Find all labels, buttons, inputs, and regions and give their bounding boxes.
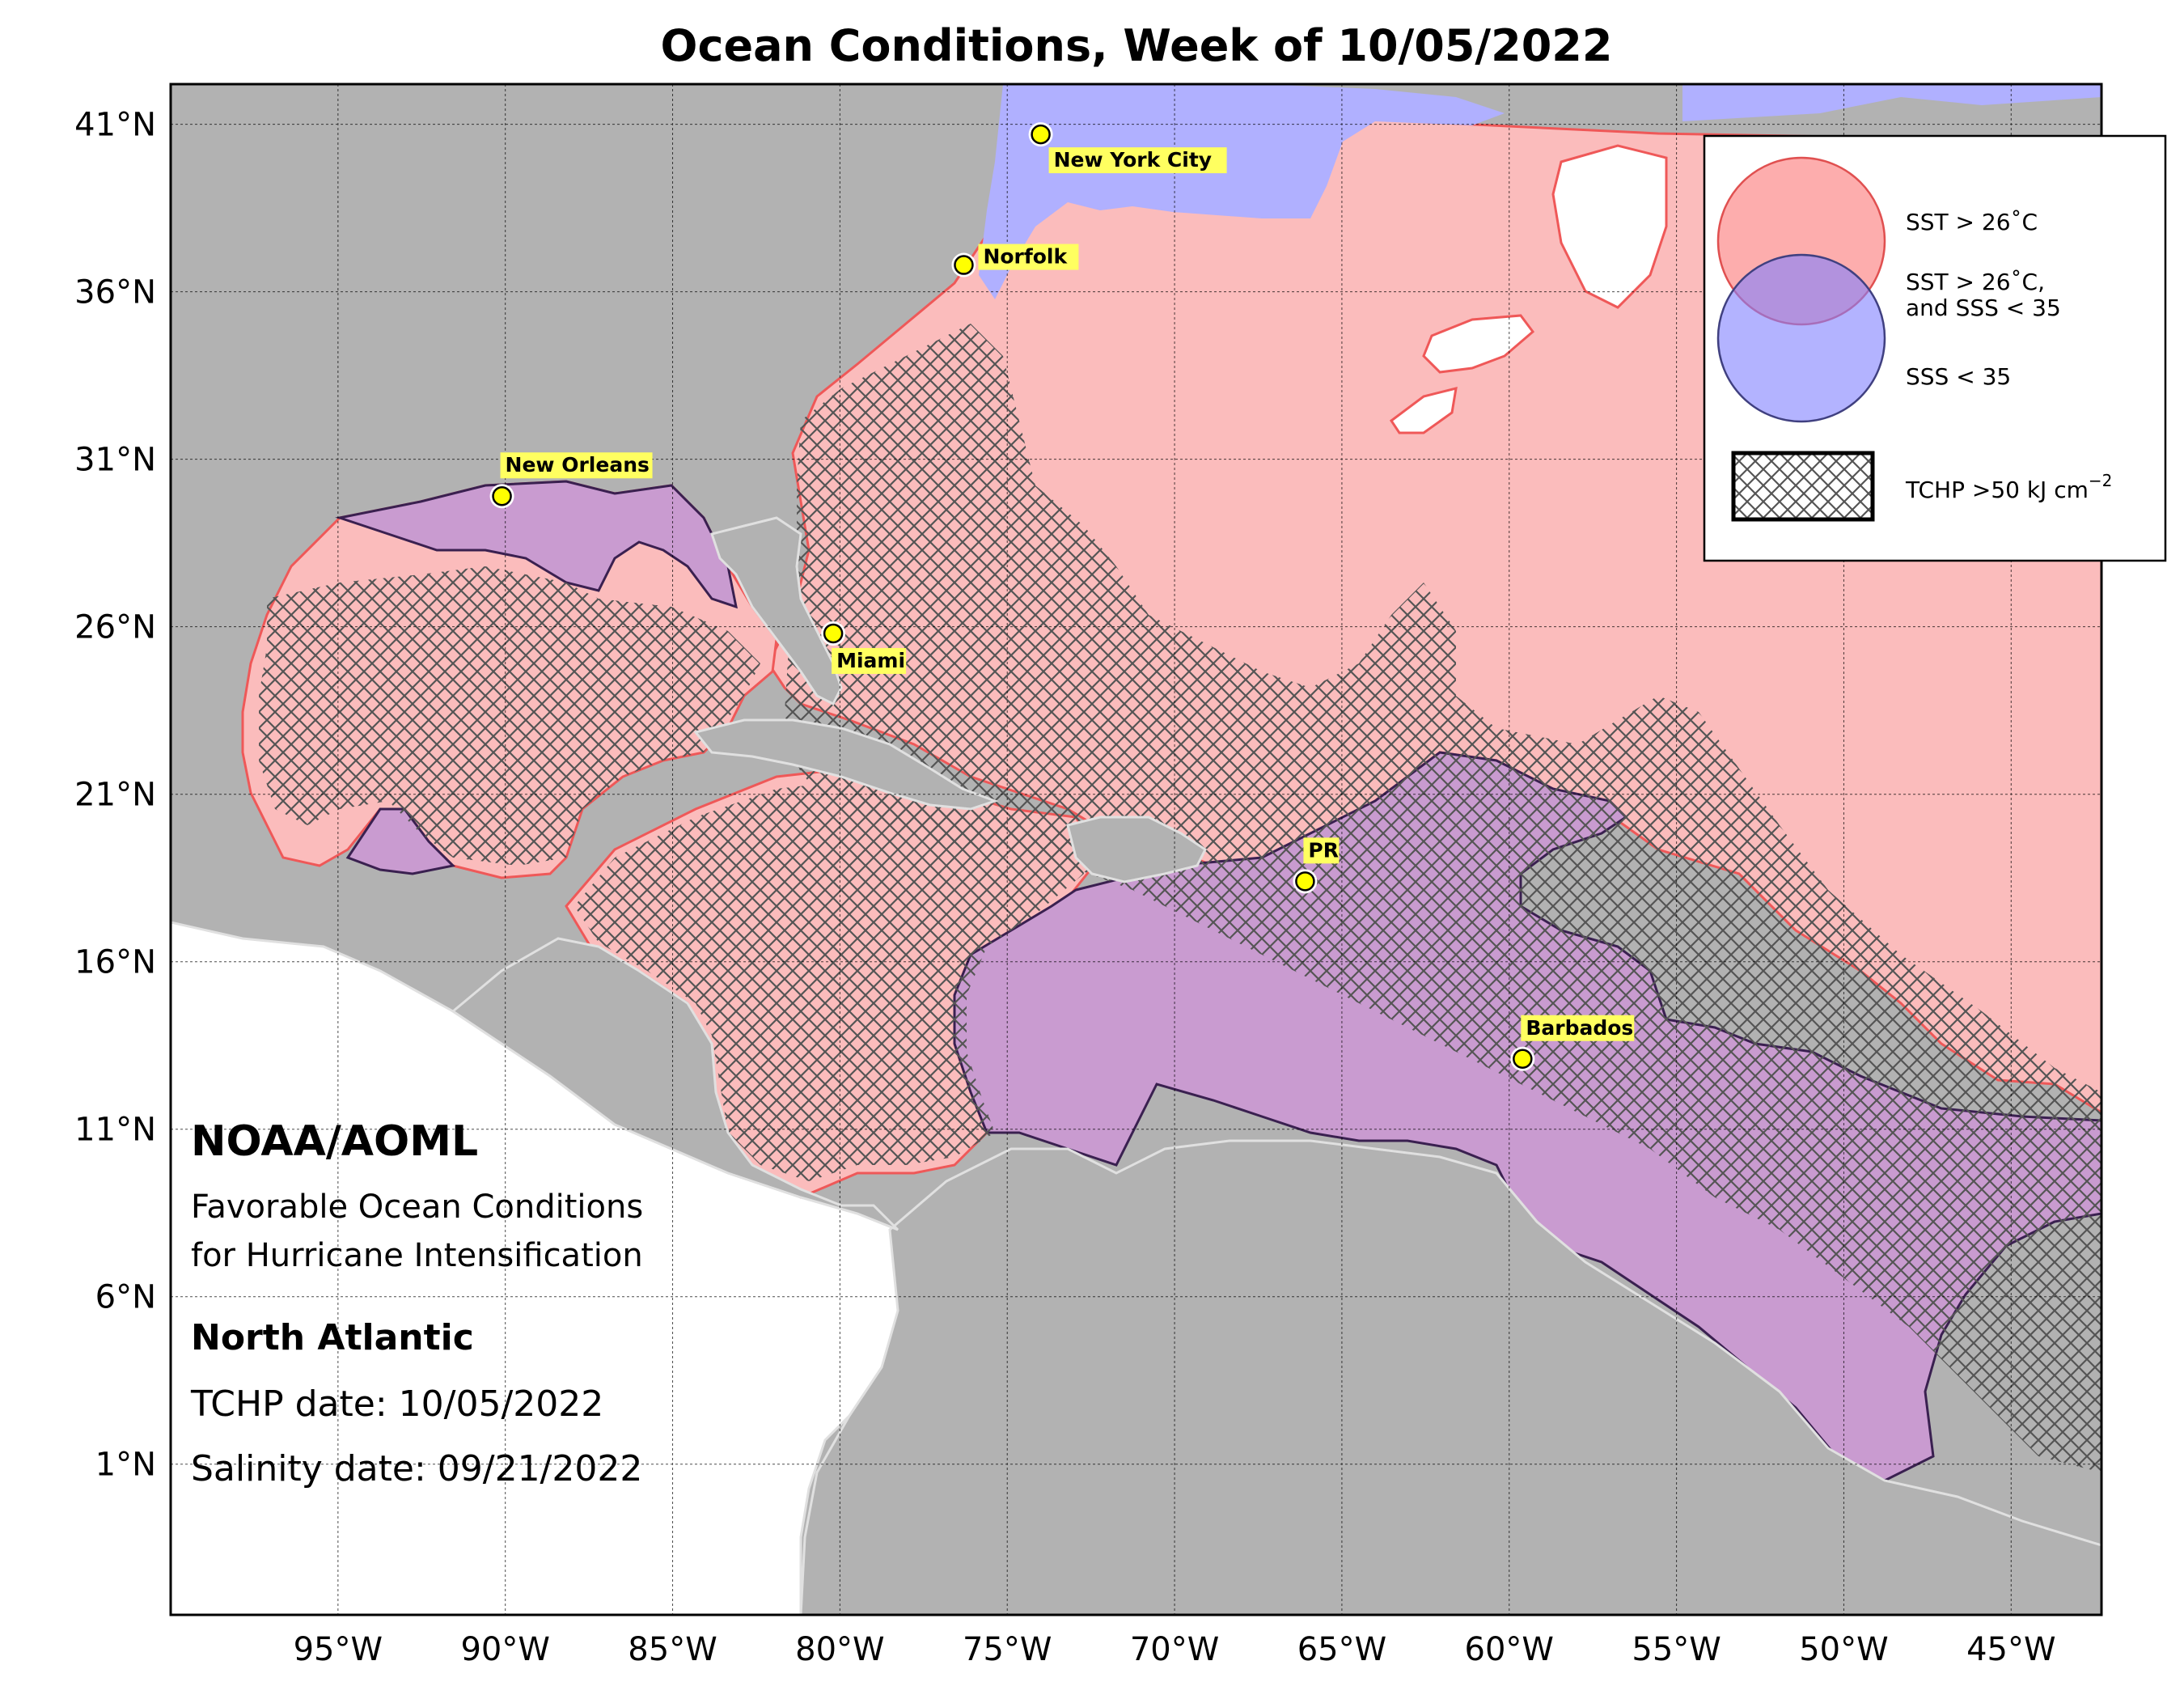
city-new-york-city: New York City <box>1028 122 1227 174</box>
city-label: Barbados <box>1526 1016 1633 1040</box>
legend-sss-label: SSS < 35 <box>1906 363 2011 390</box>
tchp-hatch-gulf <box>259 566 760 866</box>
cool-water-gap-1 <box>1551 144 1668 309</box>
south-america <box>799 1139 2101 1615</box>
city-marker <box>1031 124 1051 145</box>
city-marker <box>954 255 974 275</box>
map-frame <box>169 83 2103 1616</box>
overlap-region-north-gulf <box>335 480 738 609</box>
legend-sst-label: SST > 26˚C <box>1906 209 2038 235</box>
city-label-background <box>1303 837 1340 864</box>
cuba <box>693 718 999 811</box>
legend-sss-swatch <box>1716 253 1886 423</box>
city-marker <box>492 485 512 506</box>
lat-tick-label: 41°N <box>74 107 156 144</box>
florida <box>710 516 843 706</box>
lon-tick-label: 70°W <box>1130 1631 1219 1668</box>
lat-tick-label: 36°N <box>74 274 156 311</box>
city-marker <box>823 623 844 644</box>
info-description-line2: for Hurricane Intensification <box>191 1237 643 1274</box>
legend: SST > 26˚C SST > 26˚C, and SSS < 35 SSS … <box>1703 134 2167 562</box>
cool-water-gap-2 <box>1422 314 1535 374</box>
city-label-background <box>832 647 907 674</box>
latitude-tick-labels: 41°N 36°N 31°N 26°N 21°N 16°N 11°N 6°N 1°N <box>74 107 156 1484</box>
city-label-background <box>500 452 653 479</box>
lon-tick-label: 65°W <box>1297 1631 1386 1668</box>
hispaniola <box>1066 816 1207 883</box>
city-label: New Orleans <box>506 453 650 477</box>
city-label: Norfolk <box>983 245 1068 269</box>
city-label: Miami <box>836 649 905 672</box>
overlap-region-bay-campeche <box>345 807 456 875</box>
longitude-tick-labels: 95°W 90°W 85°W 80°W 75°W 70°W 65°W 60°W 55°W 50°W… <box>294 1631 2056 1668</box>
city-label: New York City <box>1054 148 1212 172</box>
city-label: PR <box>1308 838 1339 862</box>
lon-tick-label: 60°W <box>1465 1631 1554 1668</box>
city-label-background <box>1521 1015 1635 1041</box>
legend-tchp-swatch <box>1731 451 1875 522</box>
map-title: Ocean Conditions, Week of 10/05/2022 <box>661 20 1613 71</box>
lat-tick-label: 11°N <box>74 1112 156 1149</box>
city-marker <box>1295 871 1315 892</box>
central-america <box>451 937 899 1231</box>
info-tchp-date: TCHP date: 10/05/2022 <box>190 1383 603 1425</box>
sss-region-north-east <box>1682 84 2101 121</box>
legend-tchp-text: TCHP >50 kJ cm <box>1905 477 2089 503</box>
lon-tick-label: 90°W <box>460 1631 549 1668</box>
lon-tick-label: 95°W <box>294 1631 383 1668</box>
tchp-hatch-atlantic <box>785 324 2101 1472</box>
cool-water-gap-3 <box>1389 386 1458 434</box>
legend-overlap-label-line1: SST > 26˚C, <box>1906 269 2045 295</box>
info-region: North Atlantic <box>191 1317 474 1358</box>
tchp-hatch-caribbean <box>574 781 1084 1181</box>
lon-tick-label: 80°W <box>795 1631 884 1668</box>
lon-tick-label: 75°W <box>963 1631 1052 1668</box>
lon-tick-label: 85°W <box>628 1631 717 1668</box>
info-org: NOAA/AOML <box>191 1117 478 1166</box>
info-description-line1: Favorable Ocean Conditions <box>191 1188 643 1226</box>
lat-tick-label: 6°N <box>95 1279 156 1316</box>
lon-tick-label: 50°W <box>1799 1631 1888 1668</box>
lat-tick-label: 26°N <box>74 609 156 646</box>
city-barbados: Barbados <box>1510 1015 1635 1071</box>
city-pr: PR <box>1293 837 1340 894</box>
city-label-background <box>978 244 1079 270</box>
lat-tick-label: 1°N <box>95 1447 156 1484</box>
city-norfolk: Norfolk <box>951 244 1079 278</box>
lat-tick-label: 31°N <box>74 442 156 479</box>
city-label-background <box>1048 147 1227 174</box>
sss-region-northeast <box>979 84 1505 299</box>
legend-tchp-exponent: −2 <box>2089 471 2112 490</box>
city-new-orleans: New Orleans <box>489 452 653 509</box>
info-salinity-date: Salinity date: 09/21/2022 <box>191 1448 642 1489</box>
lon-tick-label: 45°W <box>1966 1631 2055 1668</box>
lat-tick-label: 21°N <box>74 777 156 814</box>
city-miami: Miami <box>821 621 907 674</box>
lat-tick-label: 16°N <box>74 944 156 981</box>
graticule <box>171 84 2101 1615</box>
city-marker <box>1513 1049 1533 1070</box>
legend-overlap-label-line2: and SSS < 35 <box>1906 294 2061 321</box>
legend-tchp-label: TCHP >50 kJ cm−2 <box>1905 471 2112 503</box>
info-block: NOAA/AOML Favorable Ocean Conditions for… <box>190 1117 643 1489</box>
city-markers: New York City Norfolk New Orleans Miami PR Ba… <box>489 122 1635 1071</box>
lon-tick-label: 55°W <box>1632 1631 1721 1668</box>
